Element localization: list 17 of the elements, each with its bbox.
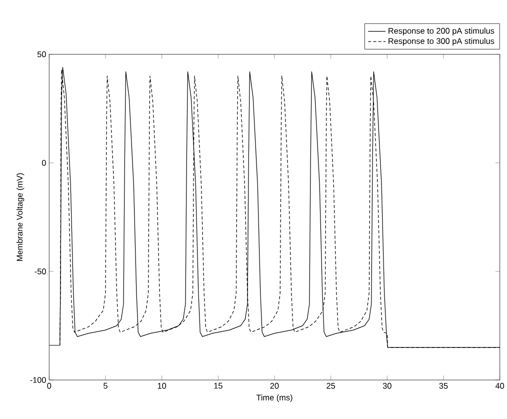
x-tick-label: 10 (158, 382, 166, 389)
y-tick-label: 0 (42, 160, 46, 166)
x-tick-label: 30 (382, 382, 392, 389)
x-tick-label: 0 (47, 382, 52, 389)
y-tick-label: -100 (30, 377, 46, 383)
x-tick-label: 5 (104, 382, 108, 389)
y-tick-label: -50 (34, 268, 46, 274)
x-axis-title: Time (ms) (256, 394, 292, 402)
x-tick-label: 20 (270, 382, 279, 389)
legend-label: Response to 300 pA stimulus (388, 38, 494, 46)
y-tick-label: 50 (37, 51, 46, 58)
y-axis-title: Membrane Voltage (mV) (16, 173, 24, 261)
x-tick-label: 35 (439, 382, 448, 389)
legend-label: Response to 200 pA stimulus (388, 28, 494, 36)
x-tick-label: 25 (326, 382, 336, 389)
x-tick-label: 40 (495, 382, 504, 389)
x-tick-label: 15 (214, 382, 222, 389)
